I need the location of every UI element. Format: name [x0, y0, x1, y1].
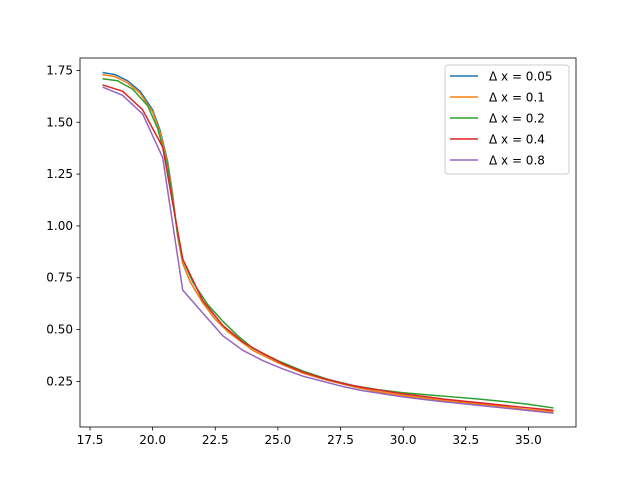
legend-label: Δ x = 0.4 — [489, 133, 545, 147]
legend-label: Δ x = 0.2 — [489, 112, 545, 126]
series-lines — [102, 71, 554, 414]
x-tick-label: 22.5 — [202, 433, 229, 447]
series-line-5 — [102, 86, 554, 414]
y-tick-label: 0.25 — [46, 374, 73, 388]
x-tick-label: 32.5 — [452, 433, 479, 447]
x-tick-label: 35.0 — [515, 433, 542, 447]
y-tick-label: 1.00 — [46, 219, 73, 233]
x-tick-label: 25.0 — [265, 433, 292, 447]
series-line-4 — [102, 84, 554, 412]
plot-frame — [79, 57, 577, 428]
legend-label: Δ x = 0.05 — [489, 70, 553, 84]
x-tick-label: 17.5 — [77, 433, 104, 447]
legend-box — [444, 64, 570, 175]
y-tick-label: 1.50 — [46, 115, 73, 129]
legend-label: Δ x = 0.8 — [489, 154, 545, 168]
x-tick-label: 27.5 — [327, 433, 354, 447]
series-line-2 — [102, 73, 554, 413]
x-tick-label: 30.0 — [390, 433, 417, 447]
x-axis: 17.5 20.0 22.5 25.0 27.5 30.0 32.5 35.0 — [77, 427, 542, 447]
y-axis: 0.25 0.50 0.75 1.00 1.25 1.50 1.75 — [46, 63, 80, 388]
legend: Δ x = 0.05 Δ x = 0.1 Δ x = 0.2 Δ x = 0.4 Δ x… — [444, 64, 570, 175]
y-tick-label: 1.25 — [46, 167, 73, 181]
y-tick-label: 0.50 — [46, 323, 73, 337]
x-tick-label: 20.0 — [139, 433, 166, 447]
y-tick-label: 1.75 — [46, 63, 73, 77]
y-tick-label: 0.75 — [46, 271, 73, 285]
legend-label: Δ x = 0.1 — [489, 91, 545, 105]
